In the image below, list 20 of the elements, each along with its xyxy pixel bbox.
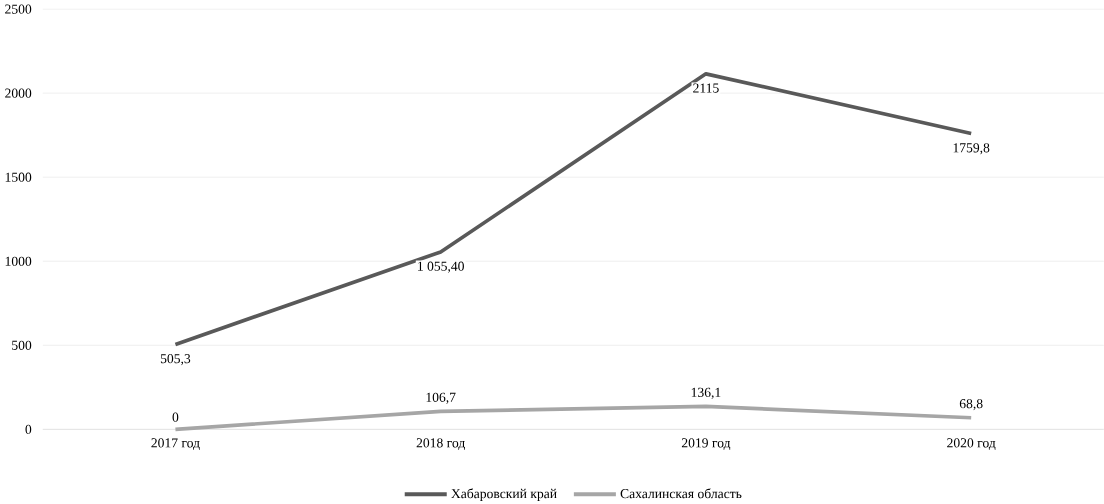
x-tick-label: 2020 год: [947, 438, 996, 450]
data-label: 2115: [693, 83, 719, 93]
y-tick-label: 2000: [5, 88, 32, 98]
data-label: 505,3: [160, 353, 191, 366]
y-tick-label: 2500: [5, 4, 32, 14]
data-label: 106,7: [426, 392, 456, 404]
data-label: 0: [172, 412, 179, 422]
data-label: 1759,8: [953, 143, 990, 155]
y-tick-label: 0: [25, 424, 32, 434]
data-label: 1 055,40: [418, 261, 464, 273]
y-tick-label: 1500: [5, 172, 32, 182]
legend-label: Сахалинская область: [620, 488, 742, 499]
legend-label: Хабаровский край: [451, 488, 557, 501]
x-tick-label: 2017 год: [151, 438, 200, 450]
y-tick-label: 500: [12, 340, 32, 350]
x-tick-label: 2019 год: [681, 438, 731, 450]
data-label: 68,8: [959, 398, 983, 411]
y-tick-label: 1000: [5, 256, 32, 266]
x-tick-label: 2018 год: [416, 438, 465, 450]
data-label: 136,1: [691, 387, 721, 399]
